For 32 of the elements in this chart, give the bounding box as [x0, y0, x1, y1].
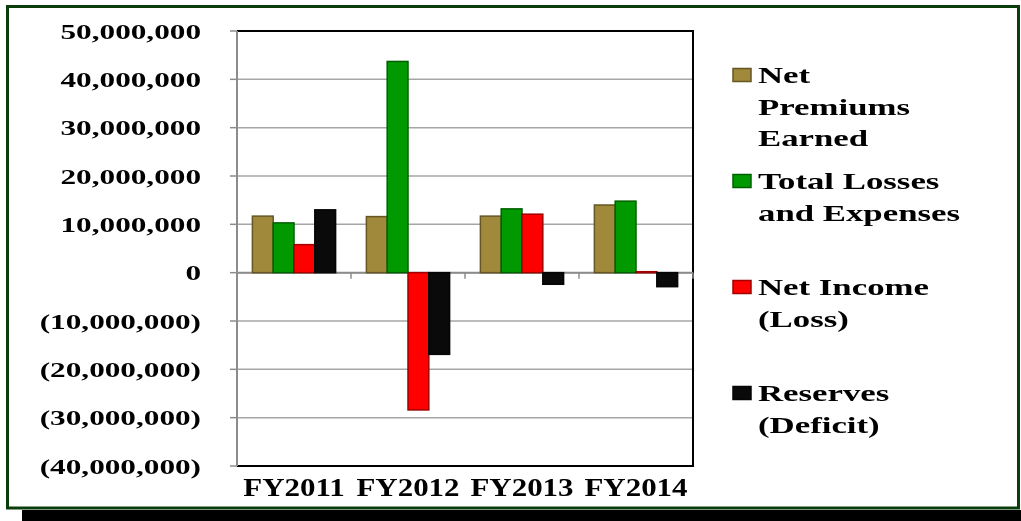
- legend-label: Net Income (Loss): [758, 273, 929, 333]
- bar: [272, 222, 295, 274]
- legend-label: Reserves (Deficit): [758, 379, 890, 439]
- bar: [386, 60, 409, 274]
- bar: [500, 208, 523, 274]
- y-tick-label: 10,000,000: [60, 212, 201, 237]
- y-tick-label: (20,000,000): [39, 357, 201, 382]
- bar: [656, 271, 679, 288]
- y-tick-label: 30,000,000: [60, 115, 201, 141]
- bar: [479, 215, 502, 274]
- y-tick-label: 20,000,000: [60, 164, 201, 189]
- y-tick-label: 50,000,000: [60, 19, 201, 44]
- x-tick-label: FY2012: [356, 473, 460, 502]
- bar: [314, 209, 337, 274]
- bar: [614, 200, 637, 274]
- x-tick-label: FY2014: [584, 473, 688, 502]
- bar: [521, 213, 544, 274]
- bar: [251, 215, 274, 274]
- legend-label: Net Premiums Earned: [758, 61, 910, 151]
- bar: [593, 204, 616, 274]
- y-tick-label: 0: [185, 260, 201, 286]
- y-tick-label: 40,000,000: [60, 67, 201, 92]
- y-tick-label: (10,000,000): [39, 309, 201, 334]
- bar: [428, 271, 451, 356]
- bar: [407, 271, 430, 411]
- x-tick-label: FY2013: [470, 473, 574, 502]
- y-tick-label: (40,000,000): [39, 454, 201, 479]
- x-tick-label: FY2011: [243, 473, 345, 502]
- y-tick-label: (30,000,000): [39, 405, 201, 431]
- legend-label: Total Losses and Expenses: [758, 167, 961, 226]
- bar: [542, 271, 565, 286]
- bar: [293, 243, 316, 274]
